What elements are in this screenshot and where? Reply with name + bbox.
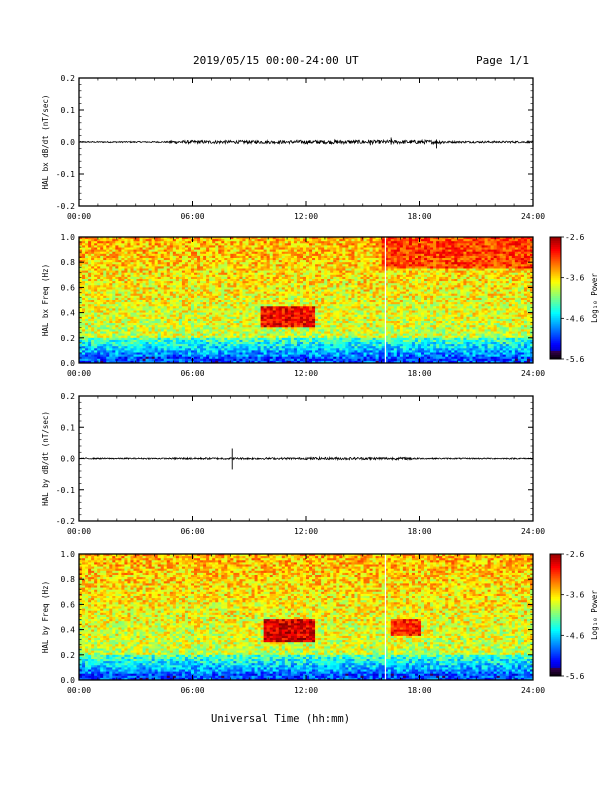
x-tick-label-2-2: 12:00 <box>294 527 318 536</box>
colorbar-tick-label-1-3: -5.6 <box>565 355 584 364</box>
y-tick-label-2-4: -0.2 <box>56 517 75 526</box>
colorbar-label-1: Log₁₀ Power <box>590 273 599 323</box>
y-tick-label-1-3: 0.4 <box>61 309 76 318</box>
x-tick-label-0-1: 06:00 <box>180 212 204 221</box>
x-tick-label-1-0: 00:00 <box>67 369 91 378</box>
y-tick-label-1-0: 1.0 <box>61 233 76 242</box>
y-tick-label-0-2: 0.0 <box>61 138 76 147</box>
x-tick-label-1-4: 24:00 <box>521 369 545 378</box>
y-tick-label-0-4: -0.2 <box>56 202 75 211</box>
y-axis-label-0: HAL bx dB/dt (nT/sec) <box>41 95 50 190</box>
y-axis-label-3: HAL by Freq (Hz) <box>41 581 50 653</box>
colorbar-tick-label-3-0: -2.6 <box>565 550 584 559</box>
dbdt-trace-0 <box>79 140 533 144</box>
y-tick-label-3-0: 1.0 <box>61 550 76 559</box>
x-tick-label-2-3: 18:00 <box>407 527 431 536</box>
x-tick-label-2-0: 00:00 <box>67 527 91 536</box>
y-tick-label-2-1: 0.1 <box>61 423 76 432</box>
x-tick-label-2-1: 06:00 <box>180 527 204 536</box>
x-tick-label-3-0: 00:00 <box>67 686 91 695</box>
x-tick-label-3-4: 24:00 <box>521 686 545 695</box>
colorbar-1 <box>550 237 561 360</box>
x-tick-label-3-1: 06:00 <box>180 686 204 695</box>
colorbar-3 <box>550 554 561 677</box>
y-tick-label-1-4: 0.2 <box>61 334 76 343</box>
y-tick-label-1-1: 0.8 <box>61 258 76 267</box>
y-tick-label-2-0: 0.2 <box>61 392 76 401</box>
bx-spectrogram-panel: -2.6 -3.6 -4.6 -5.6 Log₁₀ Power 00:00 06:00 12:… <box>41 233 599 378</box>
y-tick-label-3-4: 0.2 <box>61 651 76 660</box>
y-tick-label-3-2: 0.6 <box>61 600 76 609</box>
y-tick-label-3-5: 0.0 <box>61 676 76 685</box>
y-tick-label-0-1: 0.1 <box>61 106 76 115</box>
colorbar-tick-label-3-1: -3.6 <box>565 591 584 600</box>
spectrogram-cells-3 <box>79 554 533 680</box>
by-dbdt-panel: 00:00 06:00 12:00 18:00 24:00 0.2 0.1 0.0 -0.1 -0… <box>41 392 545 536</box>
y-tick-label-1-2: 0.6 <box>61 283 76 292</box>
y-tick-label-1-5: 0.0 <box>61 359 76 368</box>
colorbar-label-3: Log₁₀ Power <box>590 590 599 640</box>
colorbar-tick-label-3-2: -4.6 <box>565 631 584 640</box>
x-tick-label-1-3: 18:00 <box>407 369 431 378</box>
y-tick-label-3-1: 0.8 <box>61 575 76 584</box>
y-axis-label-1: HAL bx Freq (Hz) <box>41 264 50 336</box>
y-tick-label-2-2: 0.0 <box>61 455 76 464</box>
header-page-number: Page 1/1 <box>476 54 529 67</box>
x-tick-label-0-4: 24:00 <box>521 212 545 221</box>
colorbar-tick-label-1-0: -2.6 <box>565 233 584 242</box>
y-tick-label-2-3: -0.1 <box>56 486 75 495</box>
x-tick-label-1-2: 12:00 <box>294 369 318 378</box>
x-tick-label-2-4: 24:00 <box>521 527 545 536</box>
x-tick-label-0-3: 18:00 <box>407 212 431 221</box>
x-tick-label-0-0: 00:00 <box>67 212 91 221</box>
dbdt-trace-2 <box>79 457 533 459</box>
y-tick-label-0-3: -0.1 <box>56 170 75 179</box>
by-spectrogram-panel: -2.6 -3.6 -4.6 -5.6 Log₁₀ Power 00:00 06:00 12:… <box>41 550 599 695</box>
x-tick-label-1-1: 06:00 <box>180 369 204 378</box>
x-tick-label-0-2: 12:00 <box>294 212 318 221</box>
x-tick-label-3-2: 12:00 <box>294 686 318 695</box>
y-tick-label-3-3: 0.4 <box>61 626 76 635</box>
x-tick-label-3-3: 18:00 <box>407 686 431 695</box>
y-axis-label-2: HAL by dB/dt (nT/sec) <box>41 411 50 506</box>
bx-dbdt-panel: 00:00 06:00 12:00 18:00 24:00 0.2 0.1 0.0 -0.1 -0… <box>41 74 545 221</box>
x-axis-label: Universal Time (hh:mm) <box>211 713 350 725</box>
spectrogram-cells-1 <box>79 237 533 363</box>
colorbar-tick-label-3-3: -5.6 <box>565 672 584 681</box>
colorbar-tick-label-1-1: -3.6 <box>565 274 584 283</box>
y-tick-label-0-0: 0.2 <box>61 74 76 83</box>
header-title: 2019/05/15 00:00-24:00 UT <box>193 54 359 67</box>
colorbar-tick-label-1-2: -4.6 <box>565 314 584 323</box>
